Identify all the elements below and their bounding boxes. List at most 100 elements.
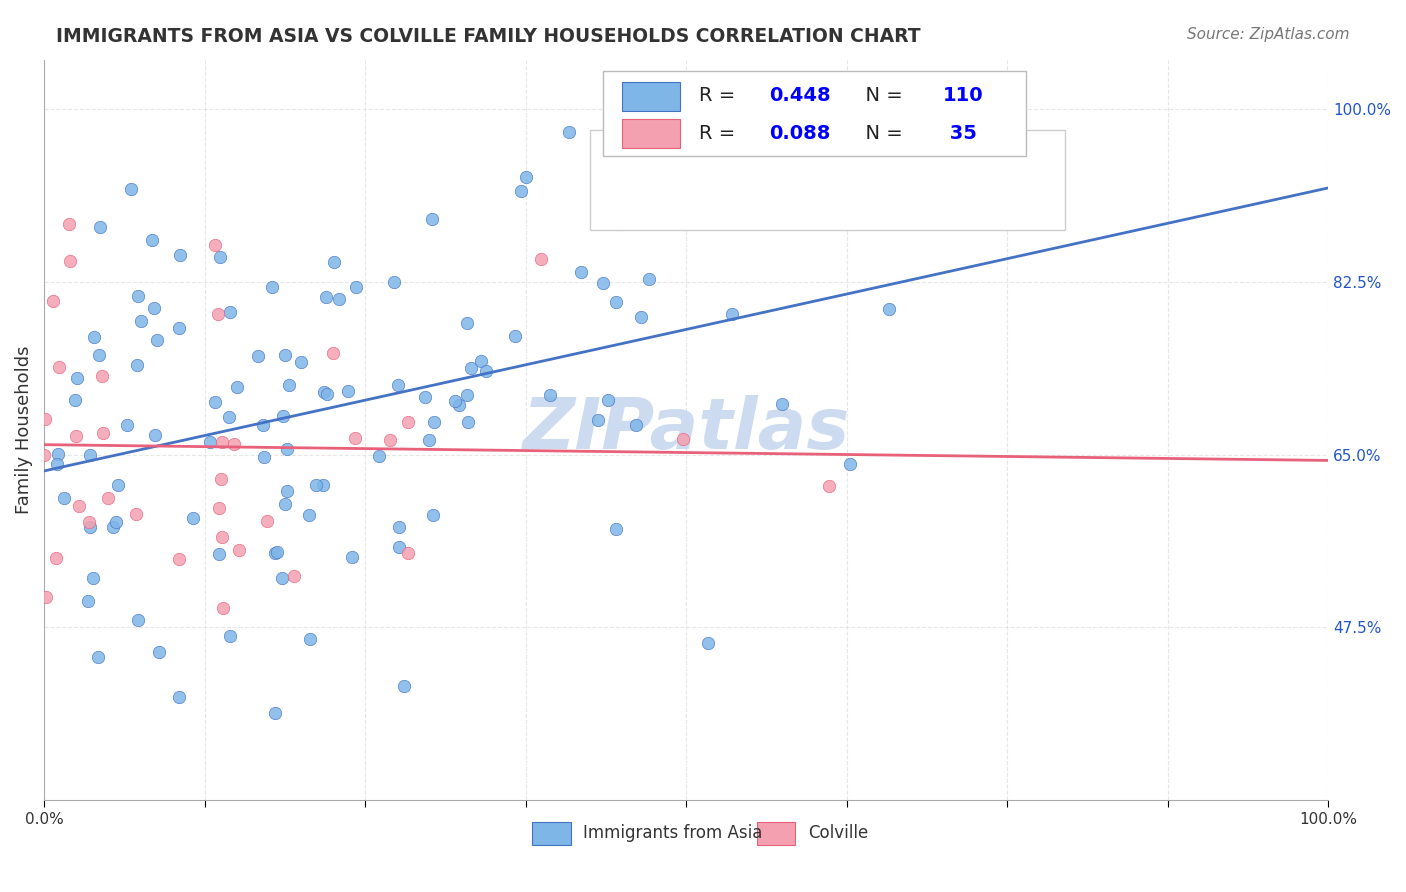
Immigrants from Asia — [252, 417, 274, 432]
Immigrants from Asia — [66, 371, 89, 385]
Immigrants from Asia — [770, 397, 793, 411]
Immigrants from Asia — [260, 279, 283, 293]
Immigrants from Asia — [825, 120, 848, 134]
FancyBboxPatch shape — [591, 130, 1064, 230]
Colville — [396, 415, 419, 429]
Immigrants from Asia — [105, 515, 128, 529]
Immigrants from Asia — [87, 348, 110, 362]
Immigrants from Asia — [696, 636, 718, 650]
Immigrants from Asia — [45, 457, 67, 471]
Immigrants from Asia — [127, 613, 149, 627]
Immigrants from Asia — [344, 280, 367, 294]
Immigrants from Asia — [368, 449, 391, 463]
Immigrants from Asia — [270, 571, 292, 585]
Immigrants from Asia — [413, 390, 436, 404]
Immigrants from Asia — [510, 185, 533, 199]
Text: 110: 110 — [943, 86, 984, 104]
Immigrants from Asia — [120, 182, 142, 196]
Immigrants from Asia — [605, 522, 627, 536]
Text: 35: 35 — [943, 124, 977, 143]
Immigrants from Asia — [274, 348, 297, 362]
Immigrants from Asia — [290, 355, 312, 369]
Immigrants from Asia — [200, 434, 222, 449]
Text: Source: ZipAtlas.com: Source: ZipAtlas.com — [1187, 27, 1350, 42]
Immigrants from Asia — [298, 508, 321, 522]
Immigrants from Asia — [328, 292, 350, 306]
Immigrants from Asia — [264, 546, 287, 560]
Immigrants from Asia — [387, 378, 409, 392]
Immigrants from Asia — [76, 594, 98, 608]
Immigrants from Asia — [422, 508, 444, 522]
Colville — [396, 546, 419, 560]
Immigrants from Asia — [141, 233, 163, 247]
Immigrants from Asia — [692, 215, 714, 229]
Colville — [91, 426, 114, 441]
Immigrants from Asia — [538, 388, 561, 402]
Immigrants from Asia — [388, 520, 411, 534]
Immigrants from Asia — [475, 364, 498, 378]
Immigrants from Asia — [266, 545, 288, 559]
Immigrants from Asia — [219, 629, 242, 643]
Immigrants from Asia — [277, 377, 299, 392]
Immigrants from Asia — [107, 478, 129, 492]
Immigrants from Asia — [315, 386, 337, 401]
Colville — [67, 500, 90, 514]
Immigrants from Asia — [208, 547, 231, 561]
Colville — [77, 516, 100, 530]
Immigrants from Asia — [460, 360, 482, 375]
Colville — [343, 431, 366, 445]
Colville — [817, 479, 839, 493]
Immigrants from Asia — [312, 384, 335, 399]
Colville — [97, 491, 120, 505]
Immigrants from Asia — [721, 307, 744, 321]
Text: Immigrants from Asia: Immigrants from Asia — [583, 824, 763, 842]
Immigrants from Asia — [311, 478, 333, 492]
Colville — [256, 514, 278, 528]
Colville — [45, 551, 67, 566]
Immigrants from Asia — [79, 520, 101, 534]
Immigrants from Asia — [276, 442, 298, 457]
Immigrants from Asia — [626, 417, 648, 432]
Y-axis label: Family Households: Family Households — [15, 345, 32, 514]
Colville — [41, 294, 63, 309]
Immigrants from Asia — [103, 520, 125, 534]
Immigrants from Asia — [638, 272, 661, 286]
Text: N =: N = — [853, 86, 910, 104]
Immigrants from Asia — [447, 398, 470, 412]
Immigrants from Asia — [246, 349, 269, 363]
Immigrants from Asia — [271, 409, 294, 423]
Immigrants from Asia — [79, 448, 101, 462]
Immigrants from Asia — [388, 541, 411, 555]
Colville — [59, 253, 82, 268]
Colville — [283, 569, 305, 583]
Colville — [207, 307, 229, 321]
Colville — [65, 429, 87, 443]
Immigrants from Asia — [167, 690, 190, 704]
Immigrants from Asia — [444, 394, 467, 409]
Colville — [167, 552, 190, 566]
Immigrants from Asia — [143, 428, 166, 442]
Immigrants from Asia — [392, 679, 415, 693]
Immigrants from Asia — [148, 645, 170, 659]
Immigrants from Asia — [877, 302, 900, 317]
Text: N =: N = — [853, 124, 910, 143]
Immigrants from Asia — [598, 392, 620, 407]
Immigrants from Asia — [420, 212, 443, 227]
Colville — [124, 507, 146, 521]
Immigrants from Asia — [929, 194, 952, 209]
Immigrants from Asia — [299, 632, 322, 646]
Immigrants from Asia — [457, 415, 479, 429]
Immigrants from Asia — [315, 290, 337, 304]
Immigrants from Asia — [264, 706, 287, 721]
Immigrants from Asia — [586, 413, 609, 427]
Text: 0.088: 0.088 — [769, 124, 831, 143]
Immigrants from Asia — [384, 276, 406, 290]
Colville — [208, 501, 231, 516]
Immigrants from Asia — [340, 549, 363, 564]
Immigrants from Asia — [181, 510, 204, 524]
Immigrants from Asia — [226, 380, 249, 394]
Colville — [530, 252, 553, 266]
Colville — [35, 590, 58, 604]
Immigrants from Asia — [219, 305, 242, 319]
Immigrants from Asia — [127, 358, 149, 372]
